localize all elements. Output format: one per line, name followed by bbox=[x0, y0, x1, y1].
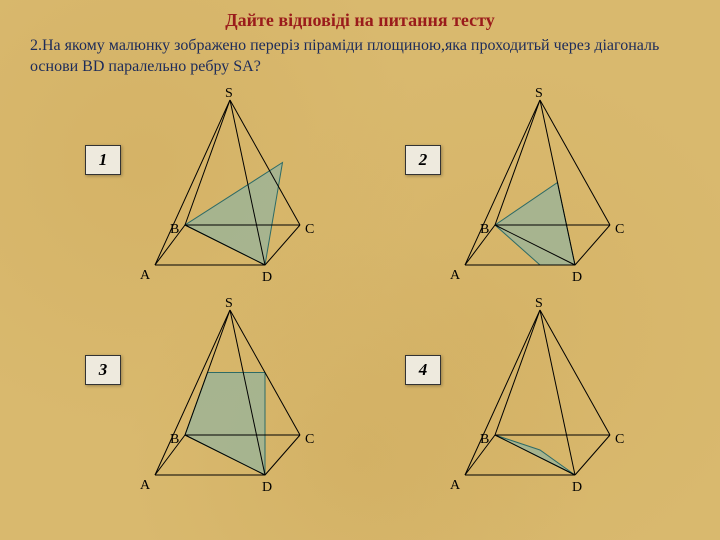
figure-3: SABCD bbox=[130, 300, 330, 500]
vertex-label-S: S bbox=[535, 296, 543, 312]
option-3-button[interactable]: 3 bbox=[85, 355, 121, 385]
vertex-label-C: C bbox=[305, 222, 314, 238]
vertex-label-B: B bbox=[480, 432, 489, 448]
figure-4: SABCD bbox=[440, 300, 640, 500]
figure-1: SABCD bbox=[130, 90, 330, 290]
option-1-button[interactable]: 1 bbox=[85, 145, 121, 175]
vertex-label-S: S bbox=[225, 86, 233, 102]
option-2-button[interactable]: 2 bbox=[405, 145, 441, 175]
question-text: 2.На якому малюнку зображено переріз пір… bbox=[30, 36, 690, 78]
option-4-button[interactable]: 4 bbox=[405, 355, 441, 385]
vertex-label-A: A bbox=[140, 268, 150, 284]
vertex-label-B: B bbox=[170, 432, 179, 448]
vertex-label-D: D bbox=[262, 270, 272, 286]
vertex-label-A: A bbox=[450, 478, 460, 494]
vertex-label-S: S bbox=[535, 86, 543, 102]
vertex-label-C: C bbox=[615, 222, 624, 238]
vertex-label-A: A bbox=[140, 478, 150, 494]
vertex-label-B: B bbox=[480, 222, 489, 238]
vertex-label-C: C bbox=[615, 432, 624, 448]
vertex-label-B: B bbox=[170, 222, 179, 238]
vertex-label-S: S bbox=[225, 296, 233, 312]
vertex-label-C: C bbox=[305, 432, 314, 448]
figure-2: SABCD bbox=[440, 90, 640, 290]
vertex-label-A: A bbox=[450, 268, 460, 284]
page-title: Дайте відповіді на питання тесту bbox=[0, 10, 720, 31]
vertex-label-D: D bbox=[262, 480, 272, 496]
vertex-label-D: D bbox=[572, 480, 582, 496]
vertex-label-D: D bbox=[572, 270, 582, 286]
